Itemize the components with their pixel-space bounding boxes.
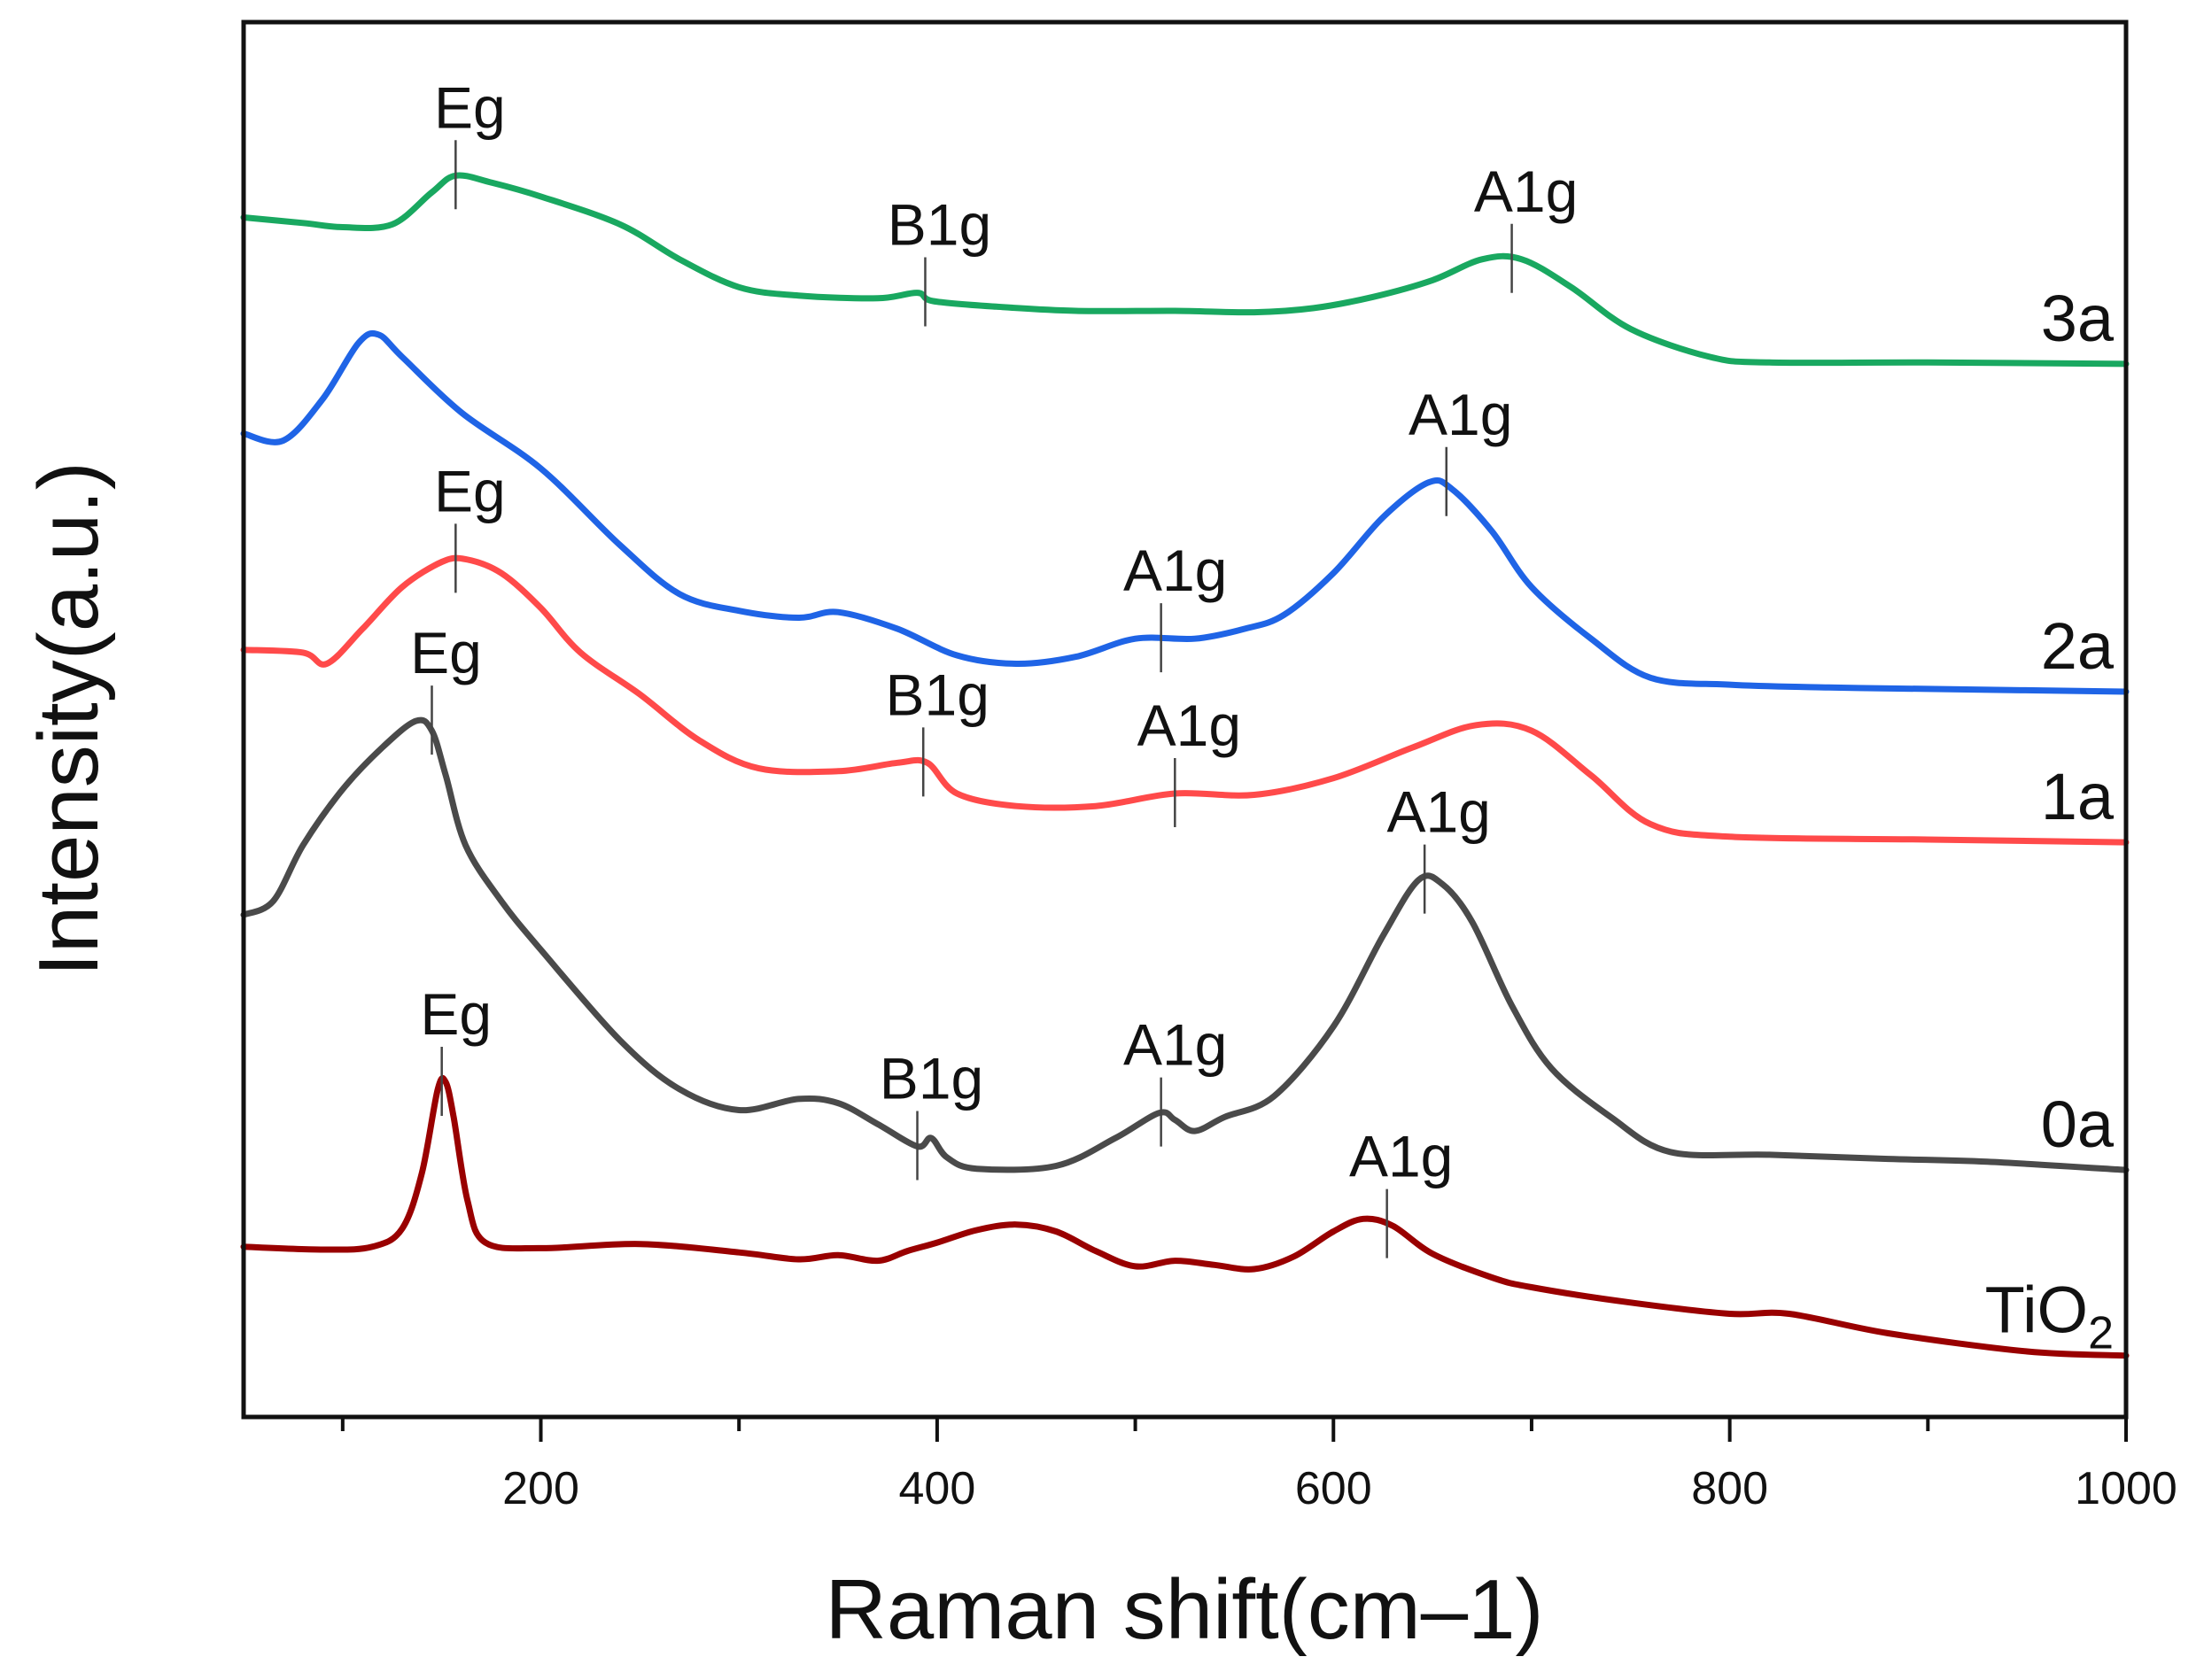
series-line-2a [240, 329, 2130, 695]
series-label-1a: 1a [2041, 760, 2115, 833]
series-layer: TiO2 0a 1a 2a 3a [240, 172, 2130, 1359]
series-label-text: TiO [1985, 1274, 2088, 1347]
series-label-tio2: TiO2 [1985, 1274, 2114, 1359]
series-label-text: 2a [2041, 609, 2115, 683]
peak-label-eg: Eg [434, 458, 506, 523]
peak-label-eg: Eg [420, 981, 492, 1047]
series-label-text: 1a [2041, 760, 2115, 833]
peak-label-a1g: A1g [1474, 159, 1578, 224]
peak-label-a1g: A1g [1386, 779, 1490, 845]
peak-marker-layer: Eg A1g Eg B1g A1g A1g Eg B1g A1g A1g A1g Eg B1g A1g [410, 74, 1578, 1258]
series-label-3a: 3a [2041, 282, 2115, 355]
plot-frame [241, 19, 2129, 1420]
y-axis-title: Intensity(a.u.) [21, 461, 116, 977]
peak-label-b1g: B1g [888, 192, 991, 258]
peak-label-eg: Eg [410, 620, 482, 685]
series-line-1a [240, 554, 2130, 846]
peak-label-a1g: A1g [1123, 538, 1227, 603]
x-tick-label: 600 [1295, 1463, 1372, 1514]
series-label-2a: 2a [2041, 609, 2115, 683]
peak-label-a1g: A1g [1123, 1012, 1227, 1078]
series-label-text: 3a [2041, 282, 2115, 355]
peak-label-b1g: B1g [886, 662, 989, 727]
x-tick-label: 200 [502, 1463, 579, 1514]
series-line-3a [240, 172, 2130, 368]
peak-label-eg: Eg [434, 74, 506, 140]
series-label-0a: 0a [2041, 1088, 2115, 1161]
series-line-0a [240, 716, 2130, 1173]
x-axis-ticks: 200 400 600 800 1000 [340, 1417, 2177, 1514]
peak-label-a1g: A1g [1349, 1124, 1453, 1189]
x-tick-label: 400 [899, 1463, 976, 1514]
x-tick-label: 800 [1691, 1463, 1768, 1514]
peak-label-b1g: B1g [880, 1045, 983, 1111]
x-axis-title: Raman shift(cm–1) [826, 1562, 1544, 1657]
series-label-text: 0a [2041, 1088, 2115, 1161]
series-line-tio2 [240, 1075, 2130, 1359]
series-label-subscript: 2 [2088, 1308, 2114, 1359]
peak-label-a1g: A1g [1137, 693, 1241, 758]
x-tick-label: 1000 [2075, 1463, 2177, 1514]
peak-label-a1g: A1g [1409, 382, 1512, 447]
